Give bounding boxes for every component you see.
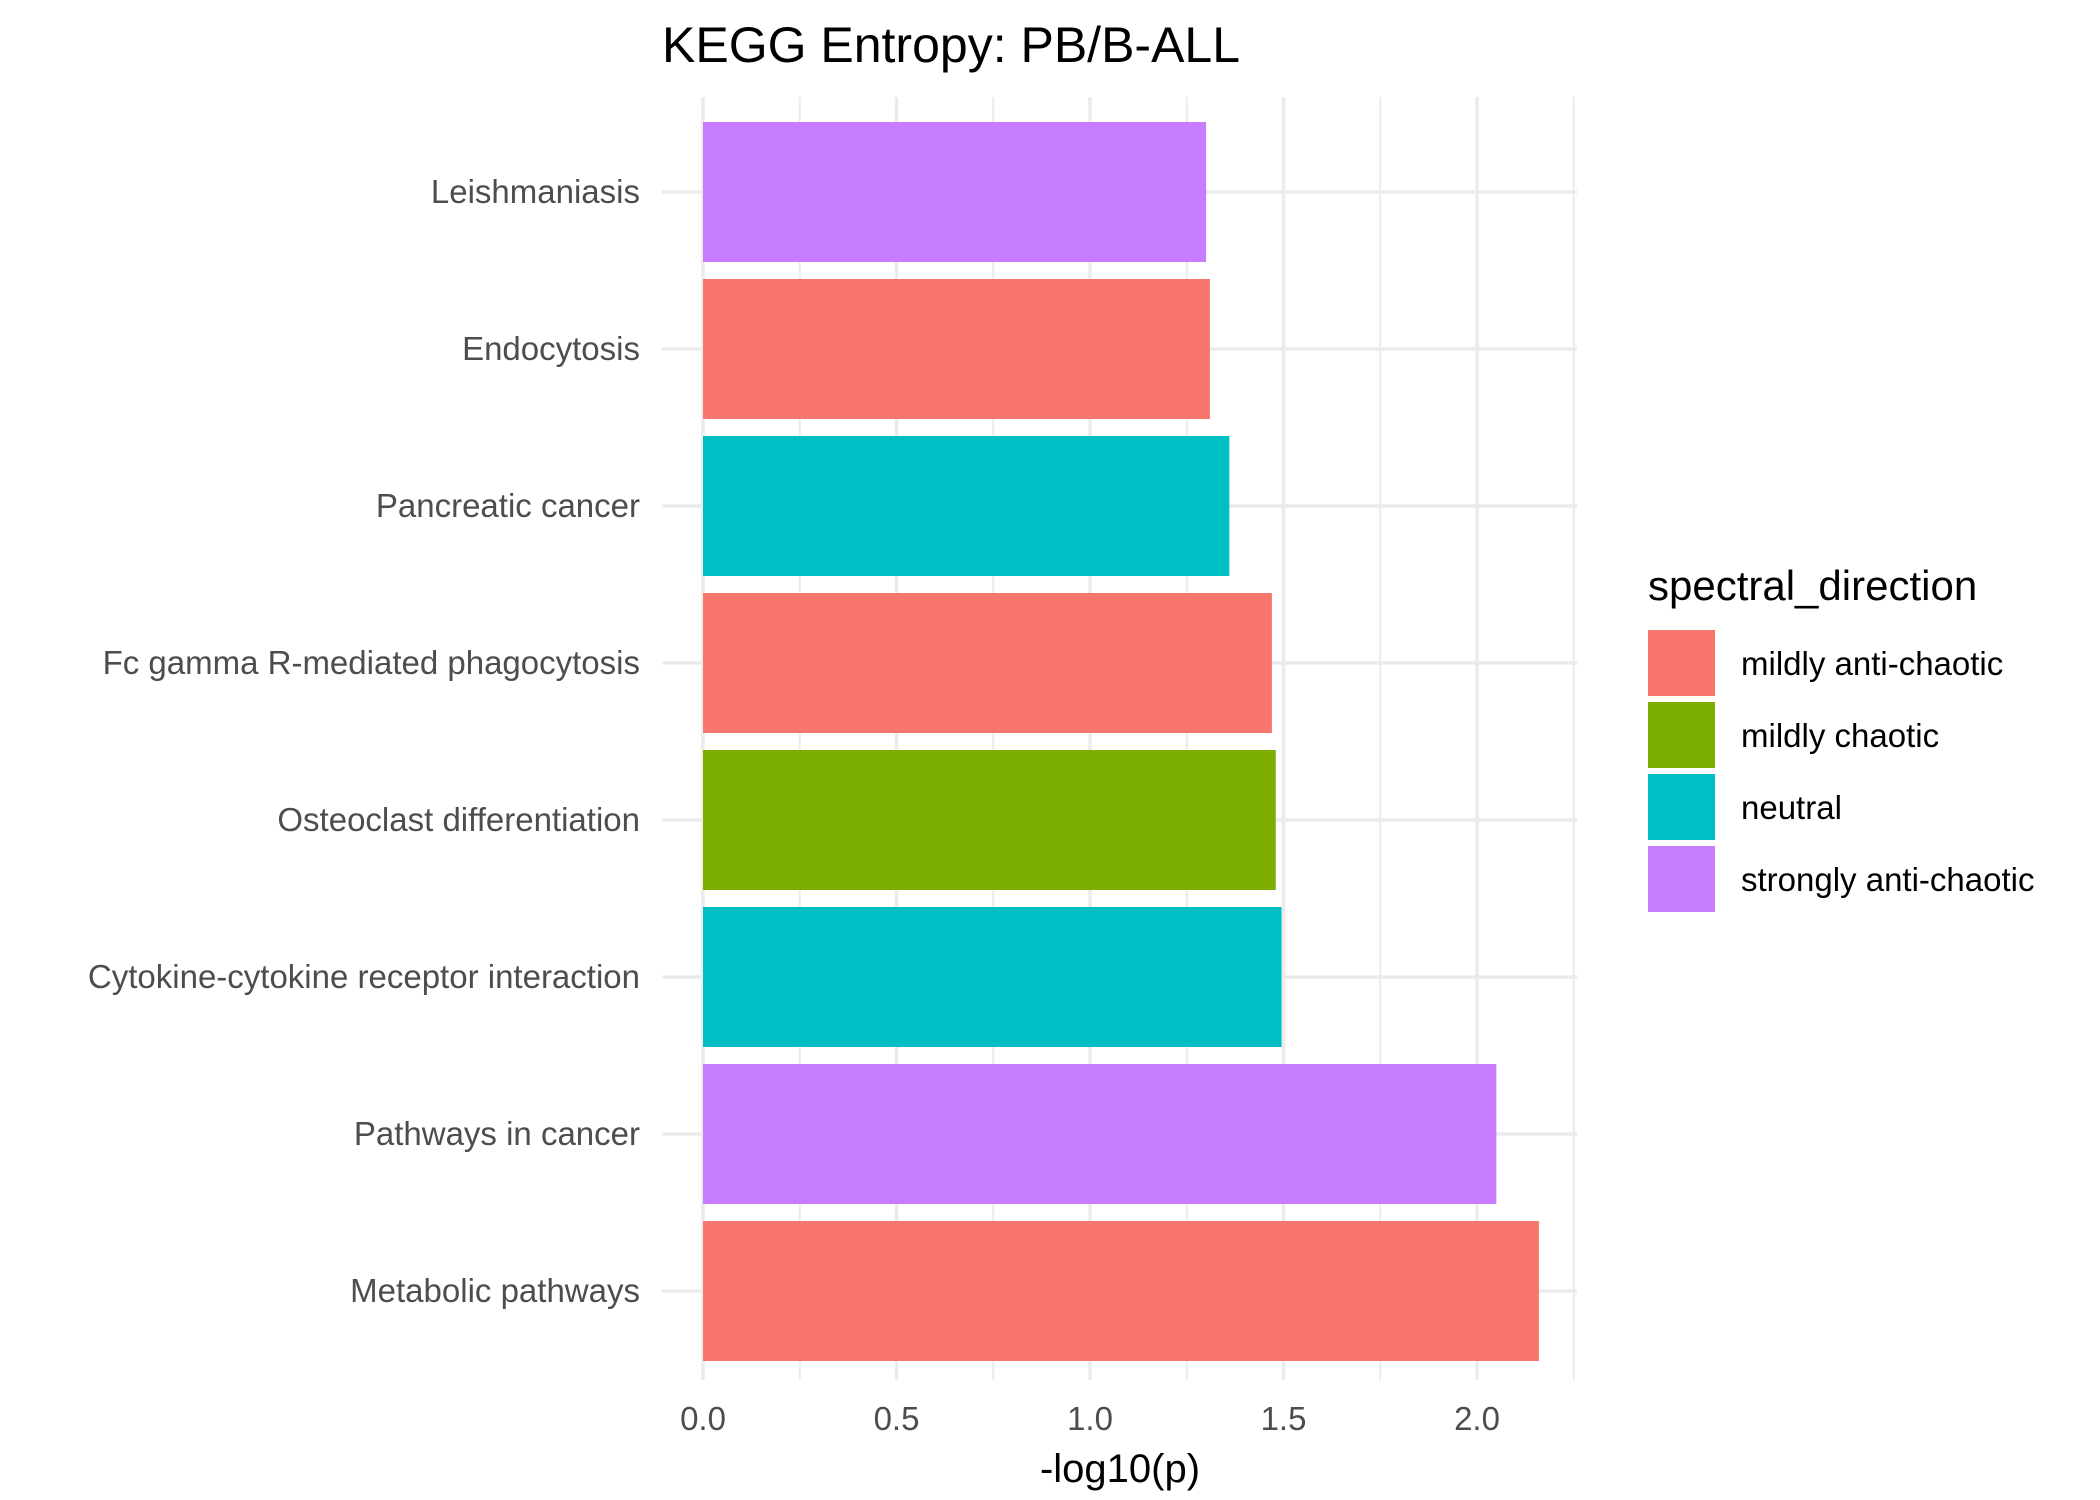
y-axis-label: Cytokine-cytokine receptor interaction	[88, 958, 640, 995]
legend-key-swatch	[1648, 774, 1715, 840]
bar-pancreatic-cancer	[703, 436, 1230, 576]
y-axis-label: Fc gamma R-mediated phagocytosis	[103, 644, 640, 681]
chart-title: KEGG Entropy: PB/B-ALL	[662, 17, 1240, 73]
y-axis-label: Pathways in cancer	[354, 1115, 640, 1152]
y-axis-label: Leishmaniasis	[431, 173, 640, 210]
legend-key-swatch	[1648, 846, 1715, 912]
x-tick-label: 0.5	[874, 1400, 920, 1437]
bar-fc-gamma-r-mediated-phagocytosis	[703, 593, 1272, 733]
x-tick-label: 0.0	[680, 1400, 726, 1437]
legend-key-label: strongly anti-chaotic	[1741, 861, 2034, 898]
bars	[703, 122, 1539, 1361]
legend-key-label: mildly chaotic	[1741, 717, 1939, 754]
x-tick-label: 1.0	[1067, 1400, 1113, 1437]
y-axis-label: Metabolic pathways	[350, 1272, 640, 1309]
x-tick-label: 2.0	[1454, 1400, 1500, 1437]
y-axis-label: Pancreatic cancer	[376, 487, 640, 524]
bar-leishmaniasis	[703, 122, 1207, 262]
x-axis-tick-labels: 0.0 0.5 1.0 1.5 2.0	[680, 1400, 1500, 1437]
legend-key-label: neutral	[1741, 789, 1842, 826]
bar-metabolic-pathways	[703, 1221, 1539, 1361]
bar-cytokine-cytokine-receptor-interaction	[703, 907, 1282, 1047]
legend-title: spectral_direction	[1648, 562, 1977, 609]
bar-pathways-in-cancer	[703, 1064, 1497, 1204]
bar-endocytosis	[703, 279, 1210, 419]
legend-key-label: mildly anti-chaotic	[1741, 645, 2003, 682]
bar-osteoclast-differentiation	[703, 750, 1276, 890]
legend-key-swatch	[1648, 702, 1715, 768]
x-axis-title: -log10(p)	[1040, 1447, 1200, 1491]
legend-key-swatch	[1648, 630, 1715, 696]
legend: spectral_direction mildly anti-chaotic mi…	[1648, 562, 2034, 912]
x-tick-label: 1.5	[1261, 1400, 1307, 1437]
y-axis-label: Endocytosis	[462, 330, 640, 367]
y-axis-labels: Leishmaniasis Endocytosis Pancreatic cance…	[88, 173, 640, 1309]
y-axis-label: Osteoclast differentiation	[277, 801, 640, 838]
